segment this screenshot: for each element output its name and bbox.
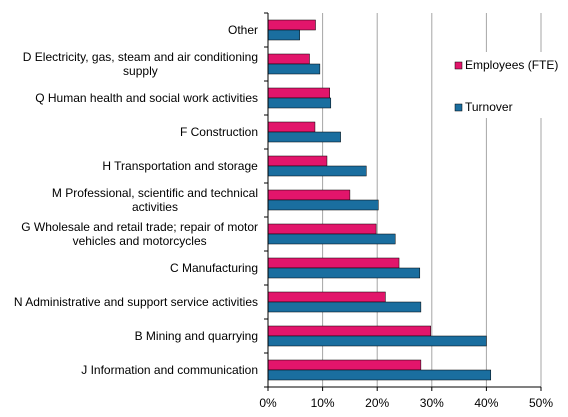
bar-turnover xyxy=(267,199,379,211)
bars xyxy=(267,19,492,381)
bar-turnover xyxy=(267,165,367,177)
legend-label: Turnover xyxy=(465,100,513,114)
category-label: Other xyxy=(228,23,258,37)
tick-labels: 0% 10% 20% 30% 40% 50% xyxy=(259,396,553,410)
bar-employees xyxy=(267,257,400,269)
legend-background xyxy=(452,52,562,118)
bar-turnover xyxy=(267,131,341,143)
bar-employees xyxy=(267,291,386,303)
category-label: Q Human health and social work activitie… xyxy=(35,91,258,105)
bar-turnover xyxy=(267,369,492,381)
bar-employees xyxy=(267,189,351,201)
x-tick-label: 0% xyxy=(259,396,277,410)
bar-employees xyxy=(267,359,422,371)
category-label: C Manufacturing xyxy=(170,261,258,275)
bar-employees xyxy=(267,325,431,337)
category-label: G Wholesale and retail trade; repair of … xyxy=(21,220,258,248)
category-label: J Information and communication xyxy=(81,363,258,377)
category-label: M Professional, scientific and technical… xyxy=(52,186,258,214)
bar-employees xyxy=(267,87,330,99)
x-tick-label: 20% xyxy=(365,396,389,410)
bar-employees xyxy=(267,19,316,31)
bar-turnover xyxy=(267,97,332,109)
bar-turnover xyxy=(267,301,422,313)
x-tick-label: 50% xyxy=(529,396,553,410)
bar-turnover xyxy=(267,63,321,75)
category-label: F Construction xyxy=(180,125,258,139)
legend-label: Employees (FTE) xyxy=(465,58,558,72)
x-tick-label: 40% xyxy=(474,396,498,410)
bar-employees xyxy=(267,53,310,65)
category-label: H Transportation and storage xyxy=(102,159,258,173)
bar-employees xyxy=(267,121,316,133)
legend-swatch xyxy=(454,103,463,112)
x-tick-label: 10% xyxy=(311,396,335,410)
legend: Employees (FTE) Turnover xyxy=(452,52,562,118)
legend-swatch xyxy=(454,61,463,70)
bar-employees xyxy=(267,155,328,167)
bar-turnover xyxy=(267,29,300,41)
bar-turnover xyxy=(267,233,396,245)
bar-turnover xyxy=(267,267,421,279)
bar-employees xyxy=(267,223,377,235)
axis xyxy=(264,12,542,391)
x-tick-label: 30% xyxy=(420,396,444,410)
category-label: N Administrative and support service act… xyxy=(14,295,258,309)
category-label: B Mining and quarrying xyxy=(135,329,258,343)
bar-turnover xyxy=(267,335,487,347)
category-labels: Other D Electricity, gas, steam and air c… xyxy=(14,23,258,377)
category-label: D Electricity, gas, steam and air condit… xyxy=(23,50,258,78)
